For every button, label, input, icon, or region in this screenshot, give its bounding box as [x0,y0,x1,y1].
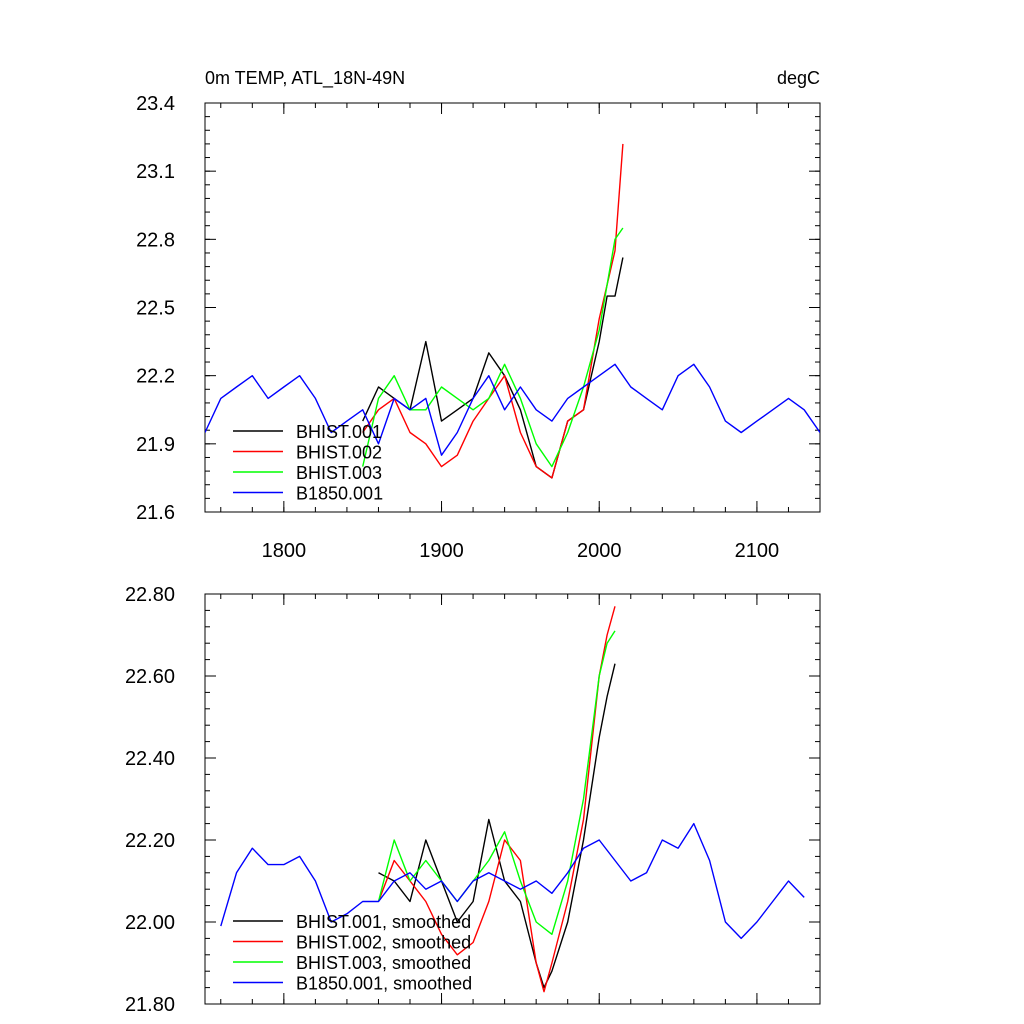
legend-label: B1850.001 [296,484,383,504]
legend-label: B1850.001, smoothed [296,974,472,994]
legend-label: BHIST.002 [296,443,382,463]
series-line-3 [377,630,616,935]
x-tick-label: 1800 [262,540,307,562]
plot-frame [204,593,821,1005]
y-tick-label: 21.9 [136,434,175,456]
top-chart-units: degC [777,68,820,88]
y-tick-label: 22.00 [125,912,175,934]
y-tick-label: 22.2 [136,366,175,388]
bottom-chart: 21.80 22.00 22.20 22.40 22.60 22.80 BHIST.001,… [125,584,821,1016]
series-line-1 [378,663,616,989]
legend-label: BHIST.001, smoothed [296,912,471,932]
y-tick-label: 22.80 [125,584,175,606]
y-tick-label: 23.4 [136,93,175,115]
series-line-4 [205,363,820,456]
top-chart-title: 0m TEMP, ATL_18N-49N [205,68,405,89]
legend-label: BHIST.003, smoothed [296,953,471,973]
x-tick-label: 2100 [735,540,780,562]
legend-label: BHIST.001 [296,422,382,442]
y-tick-label: 21.80 [125,994,175,1016]
x-tick-label: 2000 [577,540,622,562]
y-tick-label: 22.20 [125,830,175,852]
series-line-2 [377,606,616,993]
x-tick-label: 1900 [419,540,464,562]
y-tick-label: 21.6 [136,502,175,524]
series-line-4 [220,822,805,940]
y-tick-label: 22.5 [136,298,175,320]
top-chart: 21.6 21.9 22.2 22.5 22.8 23.1 23.4 1800 1900 2000… [136,93,821,562]
y-tick-label: 23.1 [136,161,175,183]
y-tick-label: 22.40 [125,748,175,770]
legend-label: BHIST.003 [296,463,382,483]
y-tick-label: 22.8 [136,229,175,251]
series-line-2 [362,143,624,479]
legend-label: BHIST.002, smoothed [296,933,471,953]
y-tick-label: 22.60 [125,666,175,688]
